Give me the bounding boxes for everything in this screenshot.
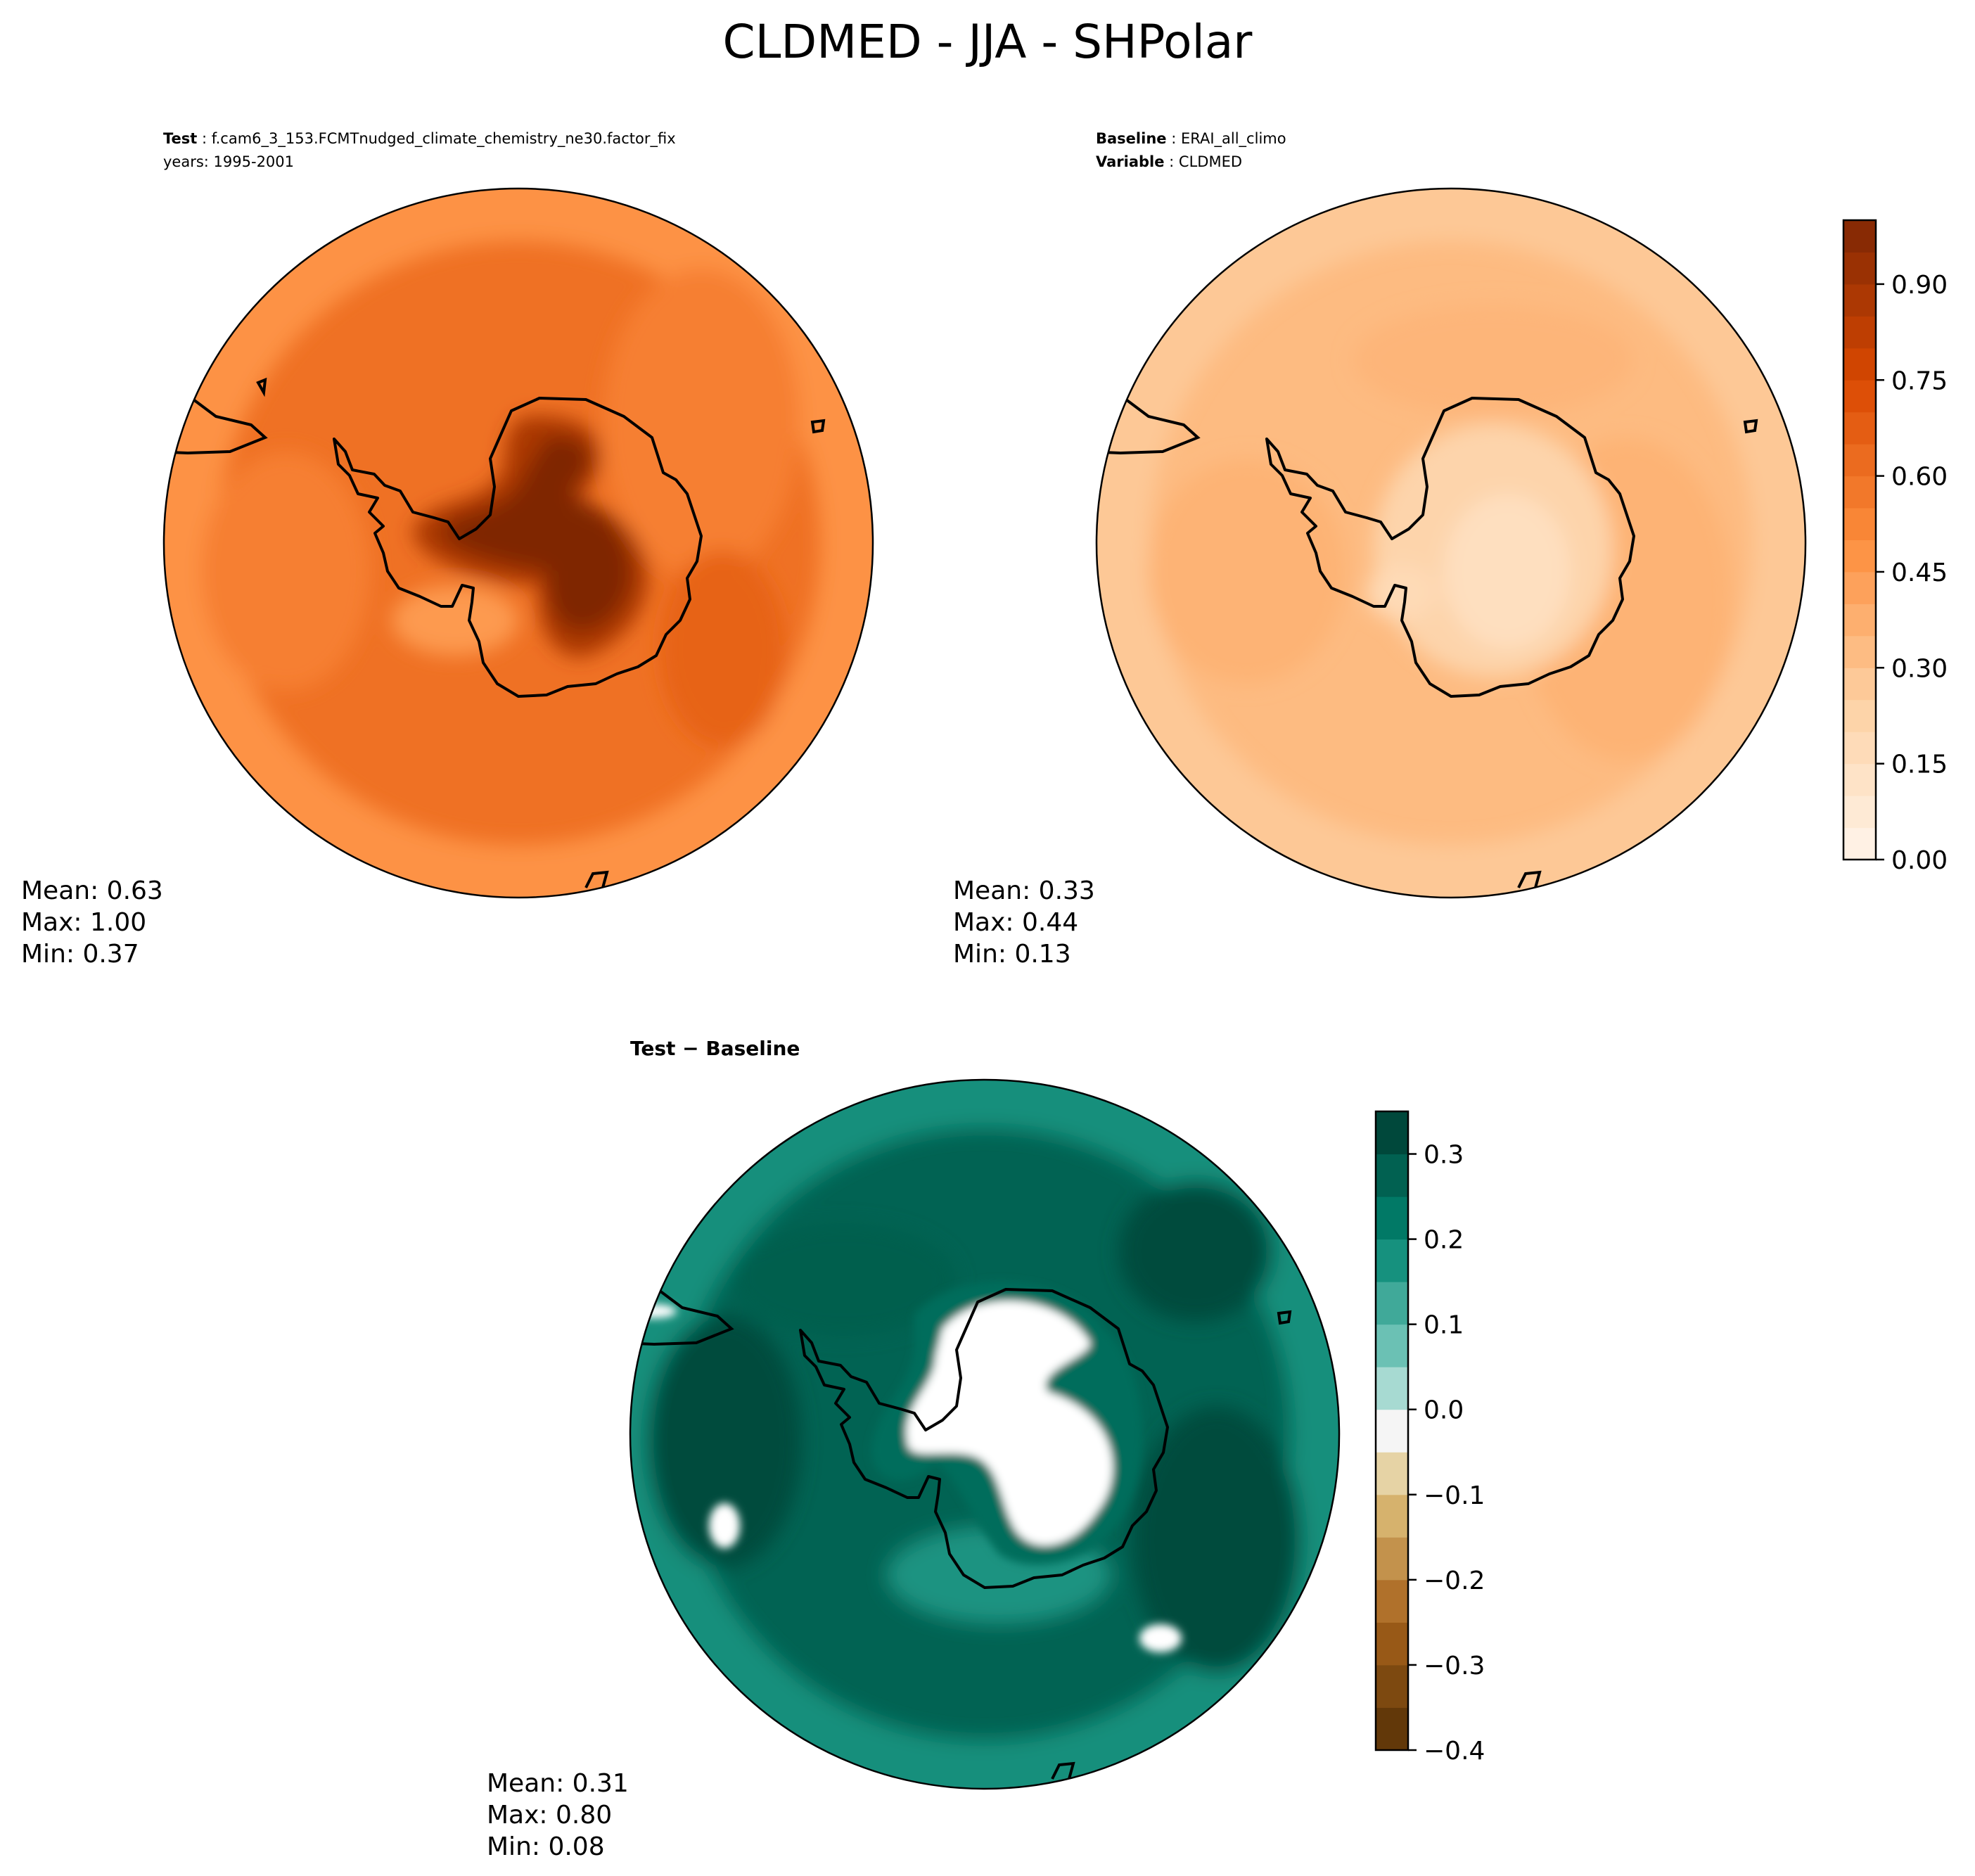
test-annotation-case: f.cam6_3_153.FCMTnudged_climate_chemistr…	[212, 130, 676, 148]
difference-colorbar-segment	[1376, 1707, 1408, 1751]
difference-colorbar-segment	[1376, 1324, 1408, 1367]
test-annotation-years: years: 1995-2001	[163, 153, 294, 170]
baseline-colorbar-segment	[1843, 347, 1876, 381]
test-field-ross-shelf	[392, 585, 518, 656]
difference-colorbar-tick-label: 0.3	[1424, 1141, 1464, 1170]
baseline-annotation-variable: CLDMED	[1179, 153, 1242, 170]
baseline-colorbar-segment	[1843, 283, 1876, 317]
baseline-colorbar-segment	[1843, 508, 1876, 540]
baseline-field-ocean-west	[1149, 459, 1346, 684]
test-stat-max: Max: 1.00	[21, 908, 146, 937]
difference-colorbar-segment	[1376, 1239, 1408, 1282]
baseline-colorbar-segment	[1843, 604, 1876, 637]
baseline-colorbar-tick-label: 0.00	[1891, 846, 1948, 875]
difference-colorbar: −0.4 −0.3 −0.2 −0.1 0.0 0.1 0.2 0.3	[1374, 1110, 1485, 1766]
baseline-colorbar-tick-label: 0.45	[1891, 559, 1948, 587]
baseline-stat-max: Max: 0.44	[953, 908, 1078, 937]
baseline-colorbar-segment	[1843, 571, 1876, 604]
difference-colorbar-tick-label: 0.1	[1424, 1311, 1464, 1340]
difference-field-ocean-northwest	[731, 1223, 957, 1336]
test-stat-min: Min: 0.37	[21, 940, 139, 969]
baseline-colorbar-segment	[1843, 380, 1876, 413]
baseline-colorbar-segment	[1843, 699, 1876, 732]
test-field-ocean-west	[202, 452, 371, 691]
difference-stat-max: Max: 0.80	[487, 1801, 612, 1830]
difference-panel: Test − Baseline Mean: 0.31 Max: 0.80 Min…	[487, 1037, 1485, 1861]
baseline-annotation-variable-label: Variable	[1096, 153, 1164, 170]
baseline-colorbar-segment	[1843, 540, 1876, 573]
difference-stat-min: Min: 0.08	[487, 1832, 605, 1861]
difference-colorbar-tick-label: −0.1	[1424, 1481, 1485, 1510]
baseline-colorbar-frame	[1842, 219, 1877, 861]
difference-colorbar-segment	[1376, 1154, 1408, 1197]
difference-field-ocean-southeast	[1132, 1406, 1301, 1673]
difference-colorbar-tick-label: 0.0	[1424, 1396, 1464, 1425]
difference-stat-mean: Mean: 0.31	[487, 1769, 629, 1798]
difference-colorbar-segment	[1376, 1452, 1408, 1495]
baseline-stat-min: Min: 0.13	[953, 940, 1071, 969]
difference-colorbar-tick-label: −0.3	[1424, 1652, 1485, 1680]
baseline-colorbar: 0.00 0.15 0.30 0.45 0.60 0.75 0.90	[1842, 219, 1948, 875]
difference-field-hole-west	[709, 1503, 740, 1548]
test-field-ocean-east	[603, 269, 800, 578]
baseline-stat-mean: Mean: 0.33	[953, 876, 1095, 905]
difference-colorbar-frame	[1374, 1110, 1410, 1751]
difference-colorbar-segment	[1376, 1494, 1408, 1538]
difference-field-ocean-west	[647, 1315, 802, 1568]
baseline-colorbar-tick-label: 0.60	[1891, 463, 1948, 492]
difference-colorbar-segment	[1376, 1664, 1408, 1708]
difference-colorbar-segment	[1376, 1537, 1408, 1581]
baseline-field-ocean-north	[1353, 304, 1634, 416]
baseline-annotation-line1: Baseline : ERAI_all_climo	[1096, 130, 1286, 148]
test-annotation-label: Test	[163, 130, 197, 147]
test-map-border	[162, 187, 874, 899]
difference-colorbar-segment	[1376, 1367, 1408, 1410]
test-annotation-line1: Test : f.cam6_3_153.FCMTnudged_climate_c…	[163, 130, 676, 148]
baseline-colorbar-segment	[1843, 732, 1876, 765]
baseline-panel: Baseline : ERAI_all_climo Variable : CLD…	[953, 130, 1948, 969]
difference-map	[630, 1080, 1339, 1789]
difference-colorbar-tick-label: −0.2	[1424, 1566, 1485, 1595]
difference-colorbar-tick-label: 0.2	[1424, 1226, 1464, 1255]
baseline-colorbar-segment	[1843, 796, 1876, 829]
difference-colorbar-segment	[1376, 1579, 1408, 1623]
baseline-colorbar-tick-label: 0.15	[1891, 751, 1948, 779]
baseline-colorbar-segment	[1843, 763, 1876, 796]
baseline-colorbar-segment	[1843, 827, 1876, 860]
test-stat-mean: Mean: 0.63	[21, 876, 163, 905]
figure-title: CLDMED - JJA - SHPolar	[723, 15, 1253, 69]
baseline-map-border	[1095, 187, 1807, 899]
baseline-annotation-label: Baseline	[1096, 130, 1167, 147]
baseline-colorbar-tick-label: 0.30	[1891, 654, 1948, 683]
test-map	[164, 189, 873, 898]
baseline-annotation-line2: Variable : CLDMED	[1096, 153, 1242, 170]
baseline-colorbar-tick-label: 0.75	[1891, 366, 1948, 395]
difference-colorbar-segment	[1376, 1622, 1408, 1666]
difference-map-border	[629, 1078, 1341, 1790]
baseline-colorbar-segment	[1843, 444, 1876, 477]
difference-colorbar-tick-label: −0.4	[1424, 1737, 1485, 1766]
difference-colorbar-segment	[1376, 1111, 1408, 1155]
difference-colorbar-segment	[1376, 1409, 1408, 1453]
difference-field-ocean-northeast	[1118, 1181, 1273, 1322]
baseline-map	[1097, 189, 1805, 898]
baseline-colorbar-segment	[1843, 252, 1876, 285]
test-panel: Test : f.cam6_3_153.FCMTnudged_climate_c…	[21, 130, 874, 969]
baseline-colorbar-segment	[1843, 316, 1876, 349]
baseline-colorbar-segment	[1843, 220, 1876, 253]
baseline-colorbar-segment	[1843, 635, 1876, 668]
difference-field-hole-east	[1139, 1624, 1182, 1652]
baseline-annotation-case: ERAI_all_climo	[1181, 130, 1286, 148]
baseline-colorbar-segment	[1843, 476, 1876, 509]
baseline-colorbar-tick-label: 0.90	[1891, 271, 1948, 300]
difference-colorbar-segment	[1376, 1282, 1408, 1325]
baseline-colorbar-segment	[1843, 668, 1876, 701]
test-field-ocean-southeast	[659, 550, 786, 747]
difference-title: Test − Baseline	[630, 1037, 800, 1060]
baseline-colorbar-segment	[1843, 411, 1876, 445]
test-field-antarctic-peak	[441, 436, 631, 631]
baseline-field-antarctic-min	[1444, 494, 1571, 649]
difference-colorbar-segment	[1376, 1197, 1408, 1240]
